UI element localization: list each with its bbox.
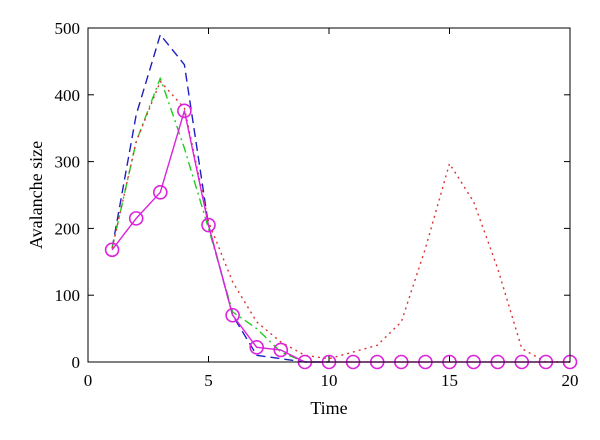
y-tick-label: 300 — [55, 153, 81, 172]
y-tick-label: 500 — [55, 19, 81, 38]
data-point — [225, 307, 240, 323]
x-tick-label: 10 — [321, 371, 338, 390]
x-tick-label: 0 — [84, 371, 93, 390]
data-point — [153, 185, 168, 200]
data-point — [177, 103, 192, 119]
y-tick-label: 0 — [72, 353, 81, 372]
series-line — [111, 77, 329, 363]
x-tick-label: 20 — [562, 371, 579, 390]
series-2 — [111, 77, 329, 363]
data-point — [273, 342, 289, 358]
y-axis-title: Avalanche size — [26, 141, 46, 249]
series-line — [111, 34, 329, 363]
y-tick-label: 400 — [55, 86, 81, 105]
data-point — [104, 242, 120, 258]
series-4 — [104, 103, 578, 370]
series-line — [111, 110, 570, 363]
y-tick-label: 200 — [55, 219, 81, 238]
x-tick-label: 5 — [204, 371, 213, 390]
x-axis-title: Time — [310, 398, 347, 418]
data-point — [249, 340, 265, 355]
series-layer — [104, 34, 578, 370]
data-point — [128, 211, 144, 226]
x-tick-label: 15 — [441, 371, 458, 390]
series-1 — [111, 34, 329, 363]
data-point — [201, 217, 216, 233]
y-tick-label: 100 — [55, 286, 81, 305]
